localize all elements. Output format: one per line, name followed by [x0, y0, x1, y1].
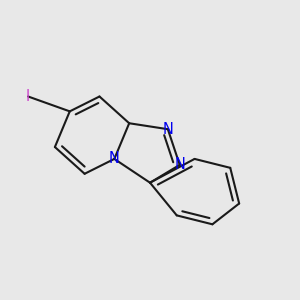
- Text: N: N: [174, 158, 185, 172]
- Text: N: N: [162, 122, 173, 137]
- Text: N: N: [109, 152, 120, 166]
- Text: I: I: [26, 89, 30, 104]
